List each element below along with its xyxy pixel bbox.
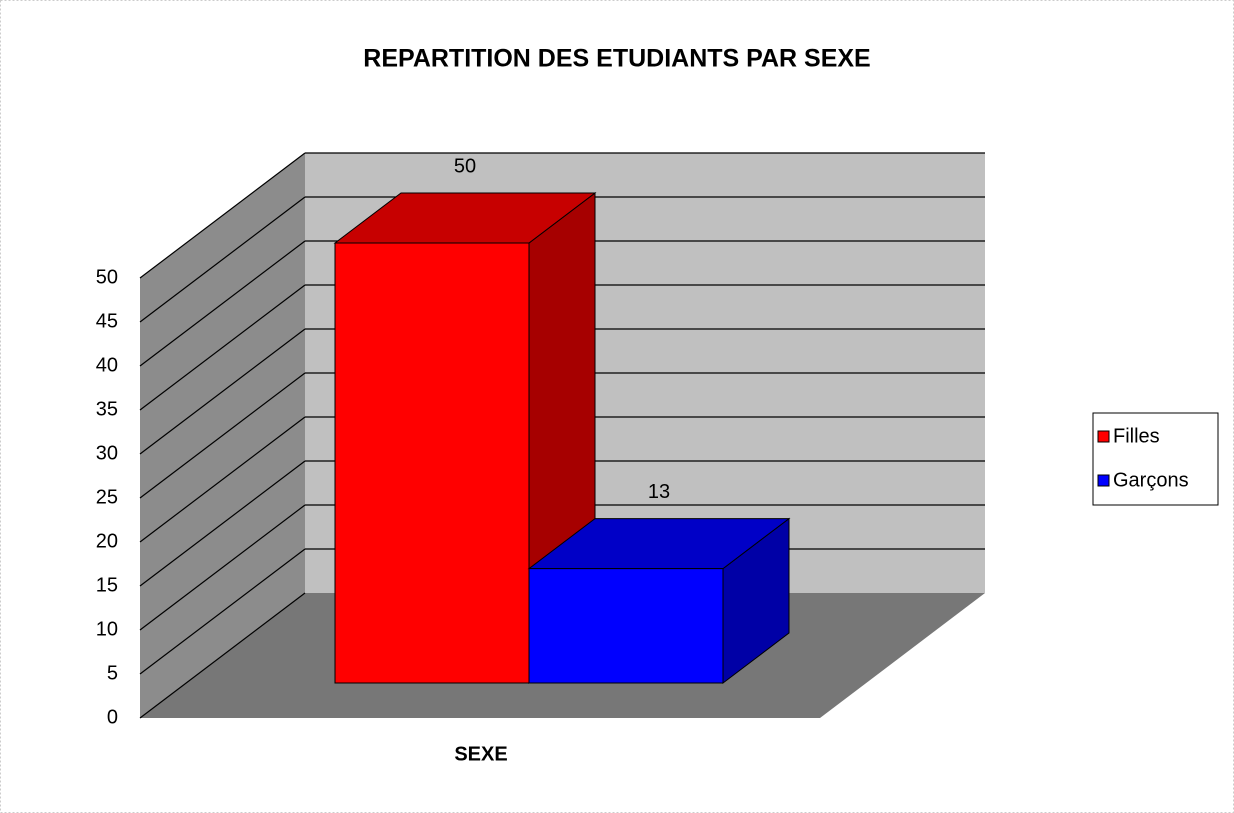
legend-label: Filles xyxy=(1113,425,1160,447)
bar-front xyxy=(334,242,530,684)
side-grid-line xyxy=(139,592,306,719)
legend-label: Garçons xyxy=(1113,469,1189,491)
side-grid-line xyxy=(139,504,306,631)
legend-swatch xyxy=(1097,430,1110,443)
y-tick-label: 15 xyxy=(96,574,118,596)
side-grid-line xyxy=(139,416,306,543)
y-tick-label: 5 xyxy=(107,662,118,684)
side-grid-line xyxy=(139,328,306,455)
side-grid-line xyxy=(139,548,306,675)
bar-front xyxy=(528,568,724,684)
y-tick-label: 50 xyxy=(96,266,118,288)
bar xyxy=(527,517,791,685)
legend-box xyxy=(1092,412,1219,506)
y-tick-label: 35 xyxy=(96,398,118,420)
side-grid-line xyxy=(139,284,306,411)
y-tick-label: 45 xyxy=(96,310,118,332)
y-tick-label: 10 xyxy=(96,618,118,640)
side-grid-line xyxy=(139,240,306,367)
side-grid-line xyxy=(139,152,306,279)
legend-swatch xyxy=(1097,474,1110,487)
y-tick-label: 20 xyxy=(96,530,118,552)
chart-title: REPARTITION DES ETUDIANTS PAR SEXE xyxy=(363,45,870,73)
side-grid-line xyxy=(139,460,306,587)
side-grid-line xyxy=(139,372,306,499)
y-tick-label: 0 xyxy=(107,706,118,728)
side-grid-line xyxy=(139,196,306,323)
data-label: 13 xyxy=(648,481,670,503)
bar xyxy=(333,191,597,685)
y-tick-label: 30 xyxy=(96,442,118,464)
y-tick-label: 40 xyxy=(96,354,118,376)
x-axis-label: SEXE xyxy=(454,743,507,765)
data-label: 50 xyxy=(454,155,476,177)
y-tick-label: 25 xyxy=(96,486,118,508)
